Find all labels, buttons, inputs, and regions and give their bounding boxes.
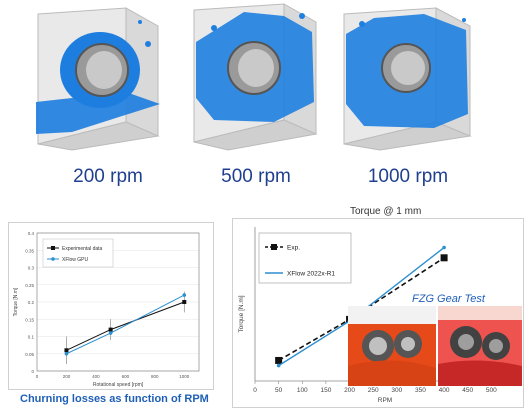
left-point bbox=[182, 293, 187, 297]
left-xtick-label: 600 bbox=[122, 374, 130, 379]
simulation-panel: 200 rpm 500 rpm 1000 rpm bbox=[0, 0, 525, 200]
left-point bbox=[108, 331, 113, 335]
sim-render-500 bbox=[193, 3, 318, 151]
right-xtick-label: 200 bbox=[344, 387, 355, 394]
right-xtick-label: 500 bbox=[486, 387, 497, 394]
left-point bbox=[64, 348, 69, 353]
right-xtick-label: 100 bbox=[297, 387, 308, 394]
right-legend-label: XFlow 2022x-R1 bbox=[287, 271, 335, 278]
right-xtick-label: 250 bbox=[368, 387, 379, 394]
right-xtick-label: 350 bbox=[415, 387, 426, 394]
left-xtick-label: 200 bbox=[63, 374, 71, 379]
left-legend-marker bbox=[51, 246, 55, 250]
left-series-line bbox=[66, 301, 185, 351]
sim-label-1000: 1000 rpm bbox=[367, 166, 449, 187]
left-yaxis-label: Torque [N.m] bbox=[13, 287, 19, 316]
left-xtick-label: 1000 bbox=[179, 374, 190, 379]
right-xtick-label: 0 bbox=[253, 387, 257, 394]
right-chart-title: Torque @ 1 mm bbox=[350, 206, 422, 217]
left-plot-area bbox=[36, 232, 200, 372]
sim-label-200: 200 rpm bbox=[73, 166, 143, 187]
right-xaxis-label: RPM bbox=[378, 397, 392, 404]
left-ytick-label: 0.15 bbox=[25, 317, 34, 322]
left-ytick-label: 0.1 bbox=[28, 335, 35, 340]
right-xtick-label: 50 bbox=[275, 387, 283, 394]
left-xtick-label: 800 bbox=[151, 374, 159, 379]
left-point bbox=[108, 327, 113, 332]
left-point bbox=[64, 351, 69, 356]
left-point bbox=[182, 300, 187, 304]
fzg-label: FZG Gear Test bbox=[412, 293, 485, 305]
right-point bbox=[442, 245, 446, 250]
sim-render-1000 bbox=[343, 7, 472, 151]
right-chart: 0 50 100 150 200 250 300 350 400 450 500 RPM Torque … bbox=[238, 227, 515, 404]
right-point bbox=[276, 363, 281, 368]
left-ytick-label: 0.3 bbox=[28, 266, 35, 271]
left-chart: 0 0.05 0.1 0.15 0.2 0.25 0.3 0.35 0.4 0 200 400 600 8… bbox=[13, 231, 200, 388]
left-ytick-label: 0.4 bbox=[28, 231, 35, 236]
right-xtick-label: 150 bbox=[320, 387, 331, 394]
fzg-photo-left bbox=[348, 306, 436, 386]
left-ytick-label: 0.05 bbox=[25, 352, 34, 357]
left-legend-marker bbox=[51, 257, 55, 261]
right-point bbox=[440, 254, 448, 262]
right-xtick-label: 300 bbox=[391, 387, 402, 394]
right-xtick-label: 400 bbox=[439, 387, 450, 394]
sim-label-500: 500 rpm bbox=[221, 166, 291, 187]
left-chart-frame: 0 0.05 0.1 0.15 0.2 0.25 0.3 0.35 0.4 0 200 400 600 8… bbox=[8, 222, 214, 390]
right-point bbox=[275, 356, 283, 364]
right-yaxis-label: Torque [N.m] bbox=[238, 295, 245, 332]
left-chart-caption: Churning losses as function of RPM bbox=[20, 393, 209, 405]
left-ytick-label: 0.35 bbox=[25, 248, 34, 253]
left-legend-box bbox=[42, 238, 114, 268]
sim-render-200 bbox=[36, 7, 160, 151]
fzg-photo-right bbox=[438, 306, 522, 386]
left-ytick-label: 0.2 bbox=[28, 300, 35, 305]
left-xaxis-label: Rotational speed [rpm] bbox=[93, 382, 144, 388]
right-legend-marker bbox=[271, 244, 277, 250]
right-legend-box bbox=[258, 232, 352, 284]
left-legend-label: Experimental data bbox=[62, 246, 103, 252]
left-xtick-label: 400 bbox=[92, 374, 100, 379]
left-ytick-label: 0 bbox=[31, 369, 34, 374]
right-xtick-label: 450 bbox=[462, 387, 473, 394]
left-ytick-label: 0.25 bbox=[25, 283, 34, 288]
left-xtick-label: 0 bbox=[36, 374, 39, 379]
left-legend-label: XFlow GPU bbox=[62, 257, 89, 263]
right-legend-label: Exp. bbox=[287, 245, 300, 252]
